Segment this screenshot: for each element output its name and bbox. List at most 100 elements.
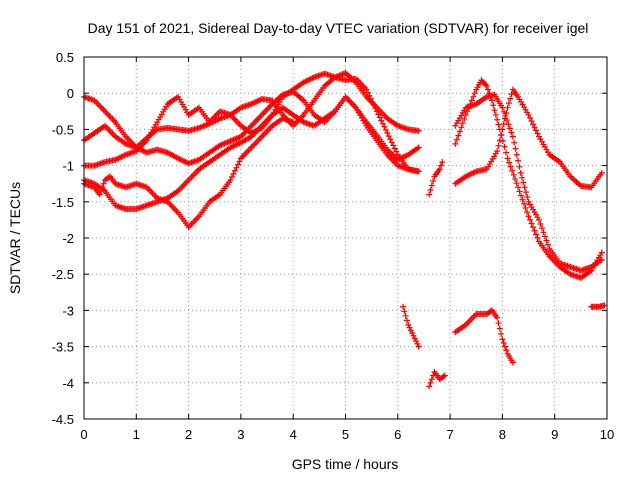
data-point [407,327,414,334]
data-point [495,320,502,327]
data-point [496,137,503,144]
data-point [524,209,531,216]
data-point [534,130,541,137]
data-point [517,169,524,176]
series-track-2 [81,69,605,281]
data-point [598,256,605,263]
data-point [430,177,437,184]
data-point [487,308,494,315]
data-point [521,184,528,191]
data-point [381,123,388,130]
data-point [543,237,550,244]
data-point [456,128,463,135]
data-point [402,312,409,319]
data-point [459,120,466,127]
data-point [491,107,498,114]
data-point [499,104,506,111]
data-point [385,133,392,140]
x-tick-label: 7 [446,427,453,442]
data-point [490,102,497,109]
data-point [515,157,522,164]
data-point [405,321,412,328]
data-point [500,339,507,346]
data-point [505,100,512,107]
data-point [536,216,543,223]
data-point [496,325,503,332]
data-point [503,347,510,354]
data-point [534,235,541,241]
data-point [390,142,397,149]
data-point [485,86,492,93]
data-point [544,241,551,248]
data-point [391,145,398,152]
x-tick-label: 5 [342,427,349,442]
data-point [540,229,547,236]
data-point [498,131,505,138]
data-point [498,330,505,337]
data-point [507,95,514,102]
data-point [533,231,540,238]
data-point [516,188,523,195]
data-point [96,191,103,198]
data-point [509,133,516,140]
data-point [437,162,444,169]
series-track-4 [81,91,605,274]
data-point [378,117,385,124]
x-axis-label: GPS time / hours [292,456,399,472]
data-point [409,330,416,337]
data-point [508,129,515,136]
data-point [376,114,383,121]
data-point [367,95,374,102]
y-tick-label: -4.5 [52,412,74,427]
y-tick-label: -3 [62,303,74,318]
data-point [495,142,502,149]
data-point [501,143,508,150]
data-point [527,115,534,122]
data-point [533,127,540,134]
data-point [440,373,447,380]
data-point [504,155,511,162]
data-point [99,184,106,191]
data-points [81,69,608,390]
x-tick-label: 6 [394,427,401,442]
y-tick-label: 0.5 [56,50,74,65]
data-point [503,117,510,124]
data-point [105,174,112,181]
data-point [500,108,507,115]
data-point [530,224,537,231]
data-point [492,111,499,118]
data-point [525,213,532,220]
data-point [538,225,545,232]
data-point [428,182,435,189]
data-point [512,176,519,183]
data-point [505,121,512,128]
data-point [410,332,417,339]
data-point [598,169,605,176]
x-tick-label: 0 [80,427,87,442]
data-point [234,161,241,168]
data-point [499,137,506,144]
data-point [400,303,407,310]
data-point [415,127,422,134]
data-point [382,126,389,133]
data-point [521,200,528,207]
y-tick-label: -3.5 [52,340,74,355]
data-point [483,82,490,89]
data-point [461,116,468,123]
data-point [503,149,510,156]
data-point [502,112,509,119]
data-point [499,336,506,343]
data-point [370,102,377,109]
data-point [426,191,433,198]
data-point [363,86,370,93]
data-point [403,317,410,324]
data-point [525,111,532,118]
data-point [233,164,240,171]
data-point [468,97,475,104]
data-point [384,130,391,137]
data-point [471,90,478,97]
x-tick-label: 9 [551,427,558,442]
data-point [388,139,395,146]
x-tick-label: 2 [185,427,192,442]
